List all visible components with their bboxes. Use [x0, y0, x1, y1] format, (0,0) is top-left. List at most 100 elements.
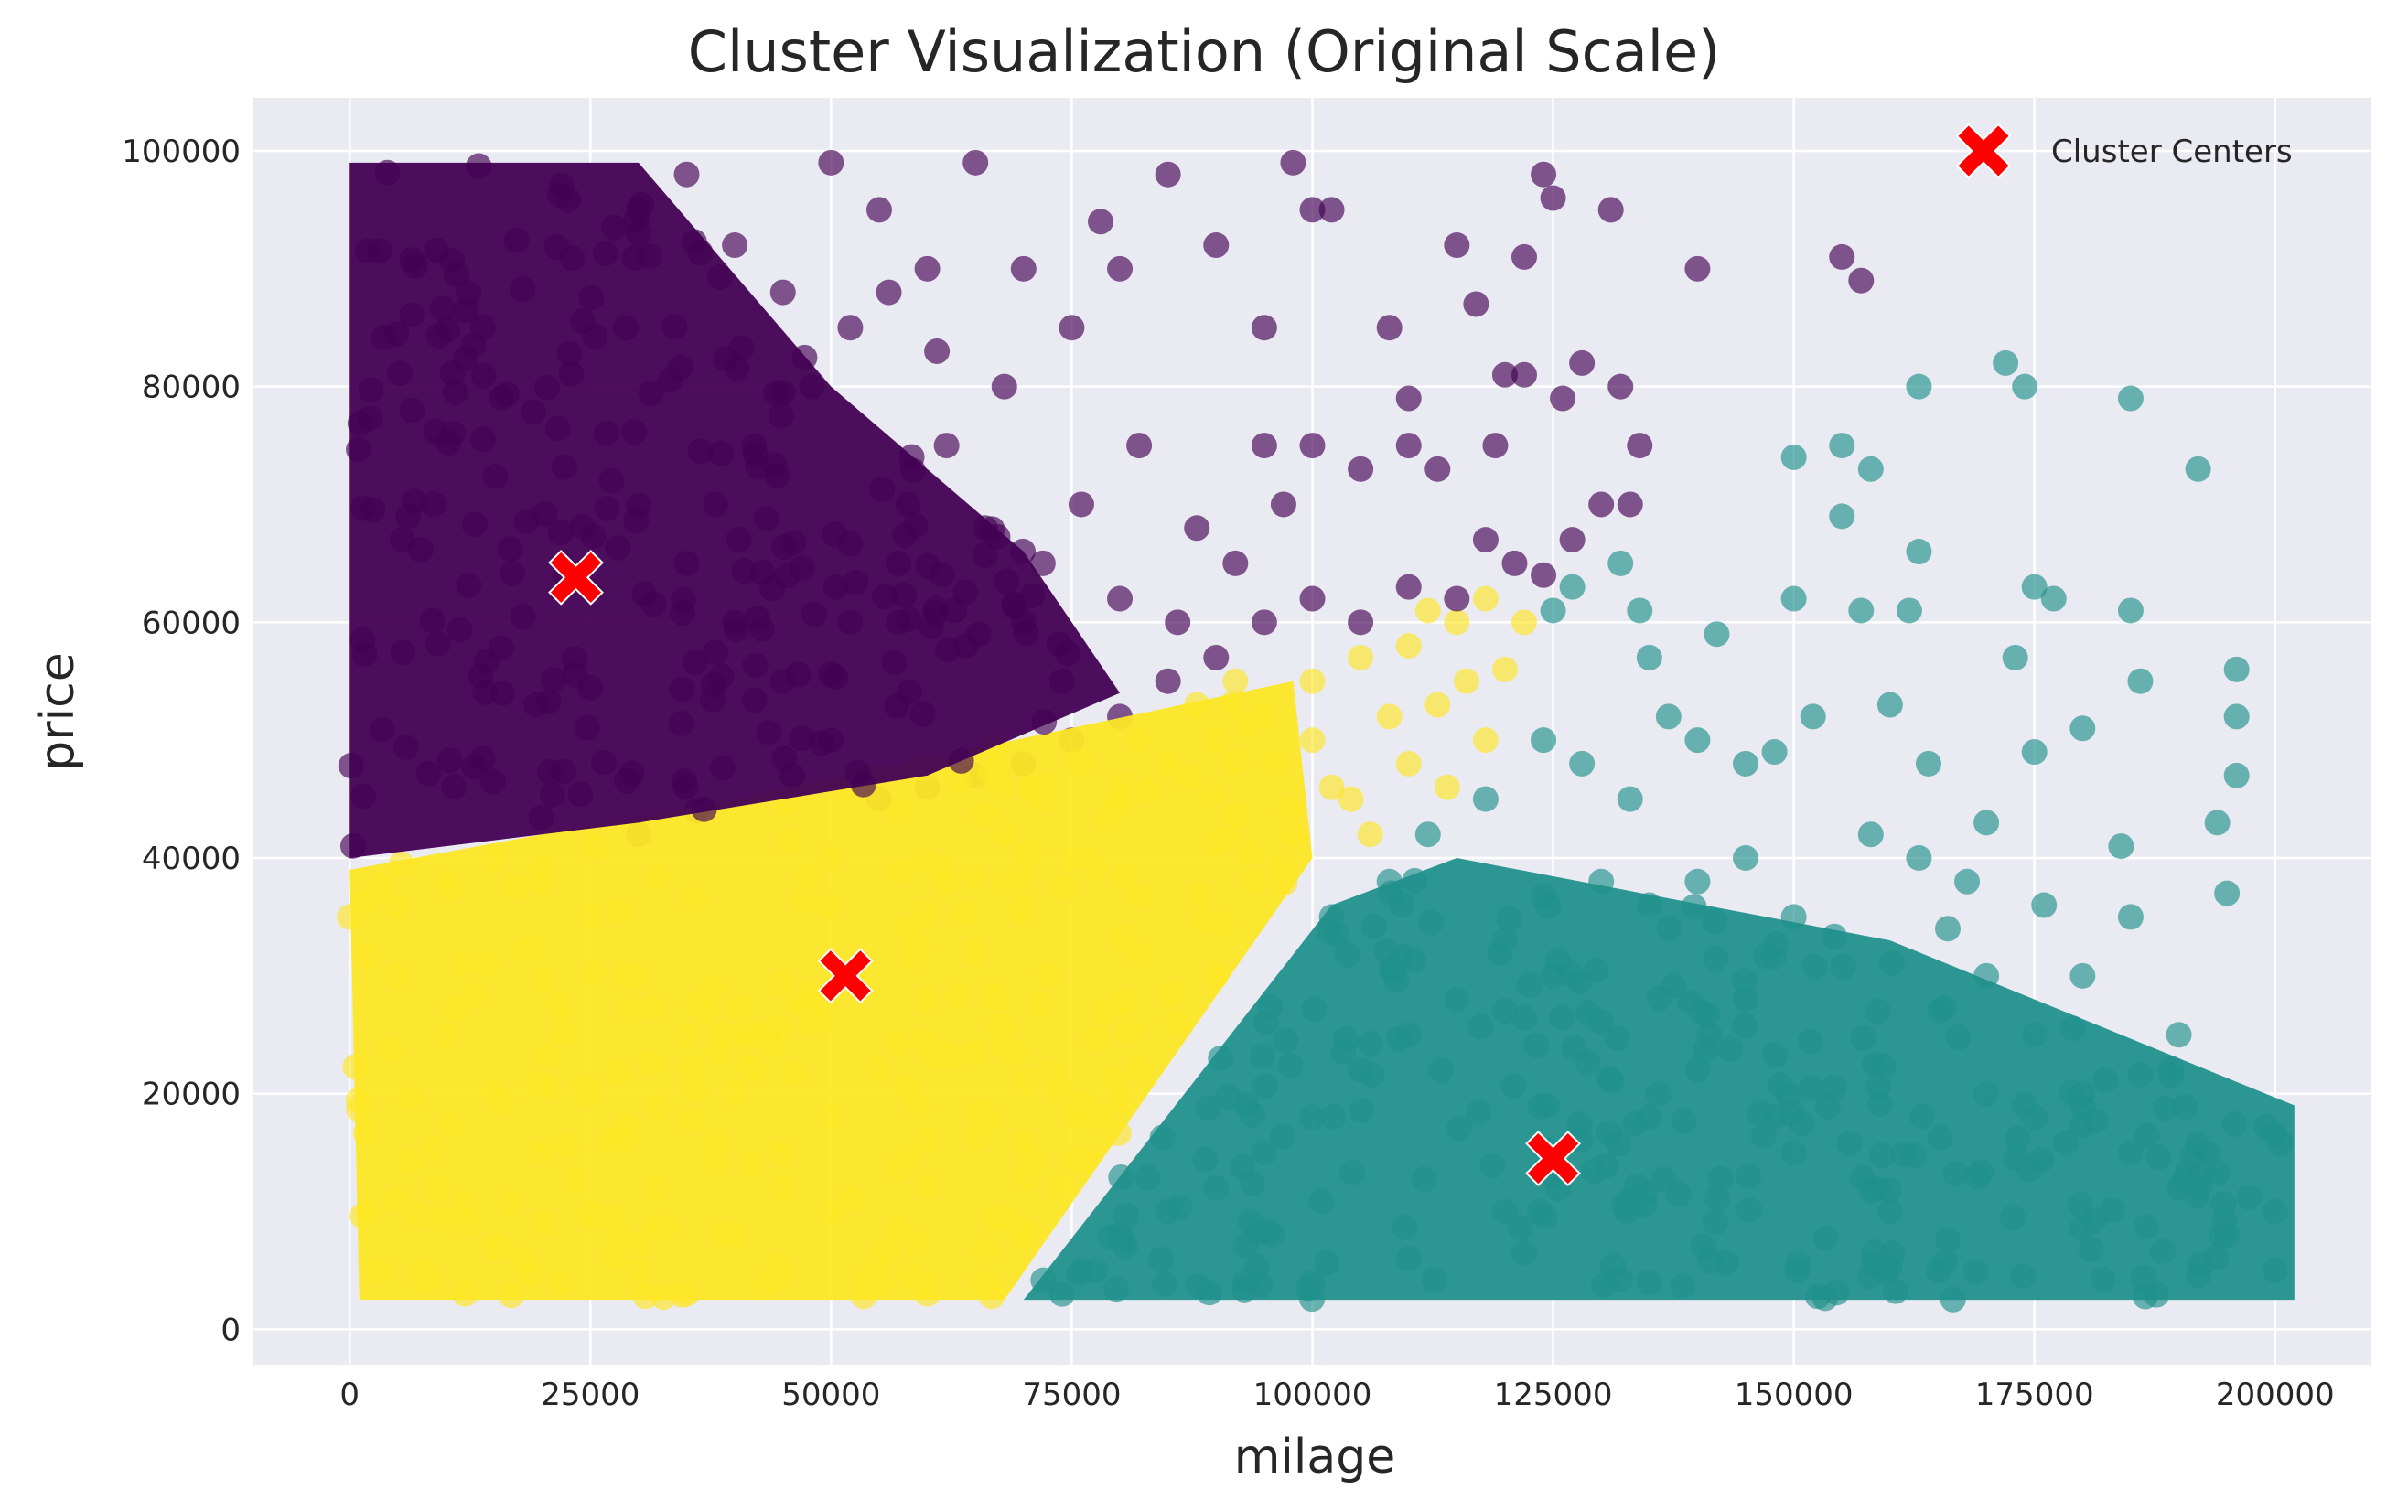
data-point [1330, 1039, 1357, 1066]
data-point [1223, 802, 1250, 829]
data-point [1696, 1249, 1723, 1275]
data-point [2012, 1091, 2038, 1118]
data-point [1376, 315, 1403, 341]
data-point [1482, 433, 1509, 459]
data-point [909, 846, 936, 873]
data-point [456, 280, 482, 306]
data-point [1016, 838, 1043, 864]
data-point [1850, 1024, 1876, 1051]
data-point [1798, 1075, 1824, 1101]
data-point [769, 379, 796, 405]
data-point [1736, 1163, 1762, 1189]
data-point [1636, 1269, 1662, 1295]
data-point [1780, 585, 1807, 612]
data-point [756, 720, 782, 746]
data-point [1348, 644, 1374, 670]
data-point [606, 1059, 632, 1086]
data-point [838, 1185, 865, 1212]
data-point [1068, 491, 1094, 518]
data-point [493, 381, 520, 408]
data-point [2040, 585, 2067, 612]
data-point [351, 641, 378, 668]
data-point [387, 360, 414, 387]
data-point [876, 279, 902, 306]
data-point [1622, 1110, 1649, 1137]
data-point [1878, 950, 1905, 977]
x-tick-label: 125000 [1494, 1377, 1613, 1413]
cluster-center-marker [817, 948, 874, 1004]
data-point [850, 771, 876, 798]
data-point [914, 255, 941, 282]
data-point [1575, 1000, 1601, 1026]
data-point [723, 617, 749, 643]
data-point [769, 279, 796, 306]
data-point [1158, 981, 1185, 1007]
data-point [1234, 711, 1261, 737]
data-point [2185, 456, 2211, 482]
data-point [497, 536, 523, 563]
data-point [1597, 197, 1624, 223]
data-point [1308, 1188, 1335, 1215]
data-point [1702, 908, 1728, 935]
data-point [1906, 539, 1932, 565]
data-point [1428, 1057, 1455, 1084]
data-point [728, 335, 755, 361]
data-point [1301, 996, 1328, 1023]
x-tick-label: 175000 [1975, 1377, 2094, 1413]
data-point [1836, 1130, 1863, 1156]
data-point [1095, 806, 1122, 832]
data-point [912, 899, 939, 926]
data-point [865, 197, 892, 223]
data-point [791, 344, 818, 370]
data-point [1187, 881, 1213, 907]
data-point [439, 247, 466, 273]
data-point [1318, 197, 1345, 223]
data-point [1251, 315, 1277, 341]
data-point [1869, 1142, 1896, 1168]
data-point [601, 1245, 628, 1271]
data-point [1359, 1061, 1385, 1088]
data-point [2128, 1061, 2155, 1088]
data-point [2221, 1110, 2248, 1137]
data-point [415, 760, 442, 787]
data-point [1185, 1272, 1211, 1299]
data-point [598, 467, 625, 494]
data-point [613, 962, 640, 989]
data-point [2223, 703, 2250, 730]
data-point [884, 692, 910, 719]
data-point [1444, 585, 1470, 612]
data-point [1829, 433, 1855, 459]
data-point [1704, 1185, 1731, 1212]
data-point [421, 1136, 447, 1163]
data-point [1830, 953, 1856, 980]
data-point [1882, 1278, 1908, 1304]
legend: Cluster Centers [1955, 123, 2293, 179]
data-point [1434, 774, 1460, 800]
data-point [569, 513, 596, 540]
data-point [1865, 998, 1891, 1024]
data-point [1814, 1093, 1841, 1120]
data-point [2172, 1094, 2198, 1121]
data-point [1348, 456, 1374, 482]
data-point [792, 886, 819, 913]
data-point [1334, 941, 1360, 968]
data-point [1083, 1024, 1110, 1051]
data-point [488, 635, 514, 661]
data-point [346, 1096, 372, 1122]
data-point [1208, 1046, 1234, 1072]
data-point [2134, 1122, 2160, 1149]
data-point [461, 981, 488, 1008]
data-point [944, 981, 971, 1008]
data-point [383, 321, 410, 348]
data-point [904, 1229, 930, 1256]
data-point [909, 701, 936, 727]
data-point [1192, 1146, 1219, 1173]
data-point [759, 1032, 786, 1058]
data-point [555, 187, 582, 213]
data-point [1110, 771, 1136, 798]
y-tick-label: 100000 [122, 134, 241, 170]
data-point [869, 1271, 896, 1297]
data-point [1128, 941, 1155, 968]
data-point [2117, 904, 2144, 930]
data-point [503, 873, 530, 899]
